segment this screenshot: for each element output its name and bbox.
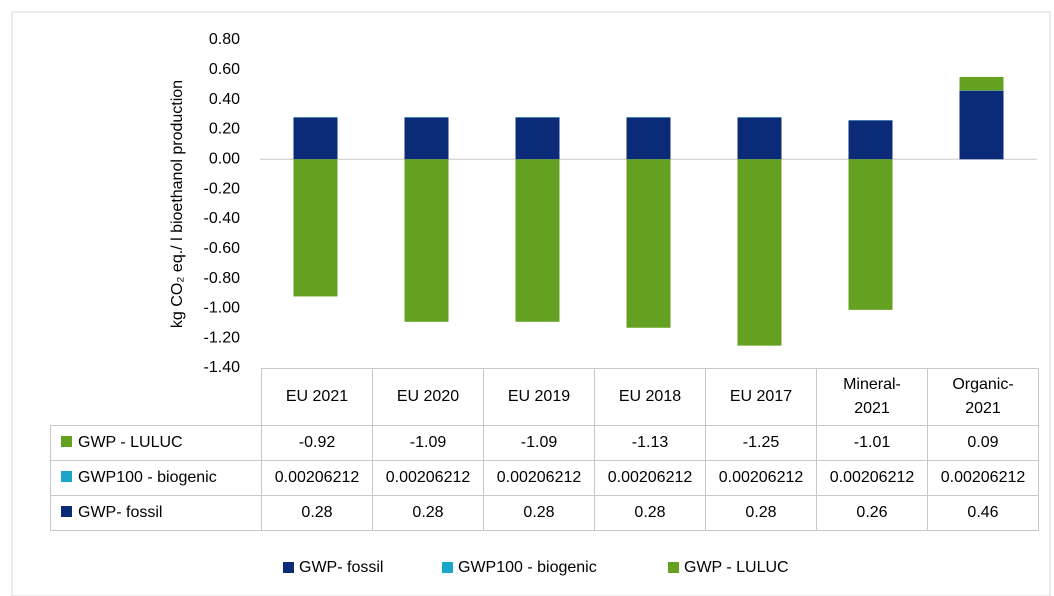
y-tick-label: -1.20 [204,329,241,346]
y-tick-label: 0.00 [209,150,240,167]
table-value: 0.00206212 [705,460,817,496]
category-label: EU 2021 [285,388,349,405]
row-label: GWP- fossil [78,504,163,521]
y-tick-label: 0.80 [209,31,240,48]
y-tick-label: 0.40 [209,91,240,108]
y-tick-label: 0.20 [209,121,240,138]
category-label: EU 2020 [396,388,460,405]
row-swatch [61,471,72,482]
table-row: GWP100 - biogenic 0.00206212 0.00206212 0.0… [50,460,1039,496]
table-header-cell: Organic-2021 [927,368,1039,426]
y-axis-label: kg CO₂ eq./ l bioethanol production [169,80,186,328]
table-value: 0.26 [816,495,928,531]
table-value: 0.00206212 [594,460,706,496]
legend-swatch [668,562,679,573]
y-tick-label: -0.20 [204,180,241,197]
legend-swatch [442,562,453,573]
legend-label: GWP100 - biogenic [458,559,597,576]
data-table: EU 2021 EU 2020 EU 2019 EU 2018 EU 2017 Miner… [50,368,1039,531]
row-swatch [61,436,72,447]
bar-segment [959,90,1004,160]
bar-segment [515,159,560,322]
row-label: GWP100 - biogenic [78,469,217,486]
bar-segment [737,159,782,346]
bar-segment [848,159,893,310]
table-value: -1.09 [372,425,484,461]
row-label: GWP - LULUC [78,434,183,451]
table-value: -1.13 [594,425,706,461]
table-header-cell: Mineral-2021 [816,368,928,426]
table-value: 0.00206212 [261,460,373,496]
y-tick-label: 0.60 [209,61,240,78]
table-header-cell: EU 2021 [261,368,373,426]
table-value: 0.00206212 [483,460,595,496]
bar-segment [515,117,560,160]
table-value: 0.00206212 [816,460,928,496]
category-label: EU 2018 [618,388,682,405]
frame [11,11,1051,596]
table-value: 0.28 [483,495,595,531]
table-value: 0.09 [927,425,1039,461]
row-label-cell: GWP- fossil [50,495,262,531]
table-header-cell: EU 2020 [372,368,484,426]
table-value: 0.00206212 [927,460,1039,496]
y-tick-label: -0.40 [204,210,241,227]
bar-segment [737,117,782,160]
row-label-cell: GWP - LULUC [50,425,262,461]
bar-segment [848,120,893,160]
table-corner [50,368,262,426]
table-header-cell: EU 2018 [594,368,706,426]
table-header-cell: EU 2019 [483,368,595,426]
y-tick-label: -0.80 [204,270,241,287]
row-label-cell: GWP100 - biogenic [50,460,262,496]
bar-segment [404,117,449,160]
bar-segment [293,159,338,297]
table-row: GWP - LULUC -0.92 -1.09 -1.09 -1.13 -1.25 -1.0… [50,425,1039,461]
bar-segment [293,117,338,160]
category-label: Mineral-2021 [843,376,901,417]
category-label: Organic-2021 [952,376,1014,417]
bar-segment [404,159,449,322]
bar-segment [626,117,671,160]
table-value: -0.92 [261,425,373,461]
table-value: -1.01 [816,425,928,461]
table-row: GWP- fossil 0.28 0.28 0.28 0.28 0.28 0.26 0.46 [50,495,1039,531]
bar-segment [626,159,671,328]
table-header-row: EU 2021 EU 2020 EU 2019 EU 2018 EU 2017 Miner… [50,368,1039,426]
table-value: 0.00206212 [372,460,484,496]
table-value: 0.28 [594,495,706,531]
legend-label: GWP - LULUC [684,559,789,576]
y-tick-label: -0.60 [204,240,241,257]
row-swatch [61,506,72,517]
table-value: 0.46 [927,495,1039,531]
y-tick-label: -1.00 [204,300,241,317]
legend-label: GWP- fossil [299,559,383,576]
category-label: EU 2019 [507,388,571,405]
table-value: -1.09 [483,425,595,461]
table-value: -1.25 [705,425,817,461]
table-value: 0.28 [261,495,373,531]
table-header-cell: EU 2017 [705,368,817,426]
bar-segment [959,76,1004,91]
category-label: EU 2017 [729,388,793,405]
table-value: 0.28 [372,495,484,531]
table-value: 0.28 [705,495,817,531]
legend-swatch [283,562,294,573]
